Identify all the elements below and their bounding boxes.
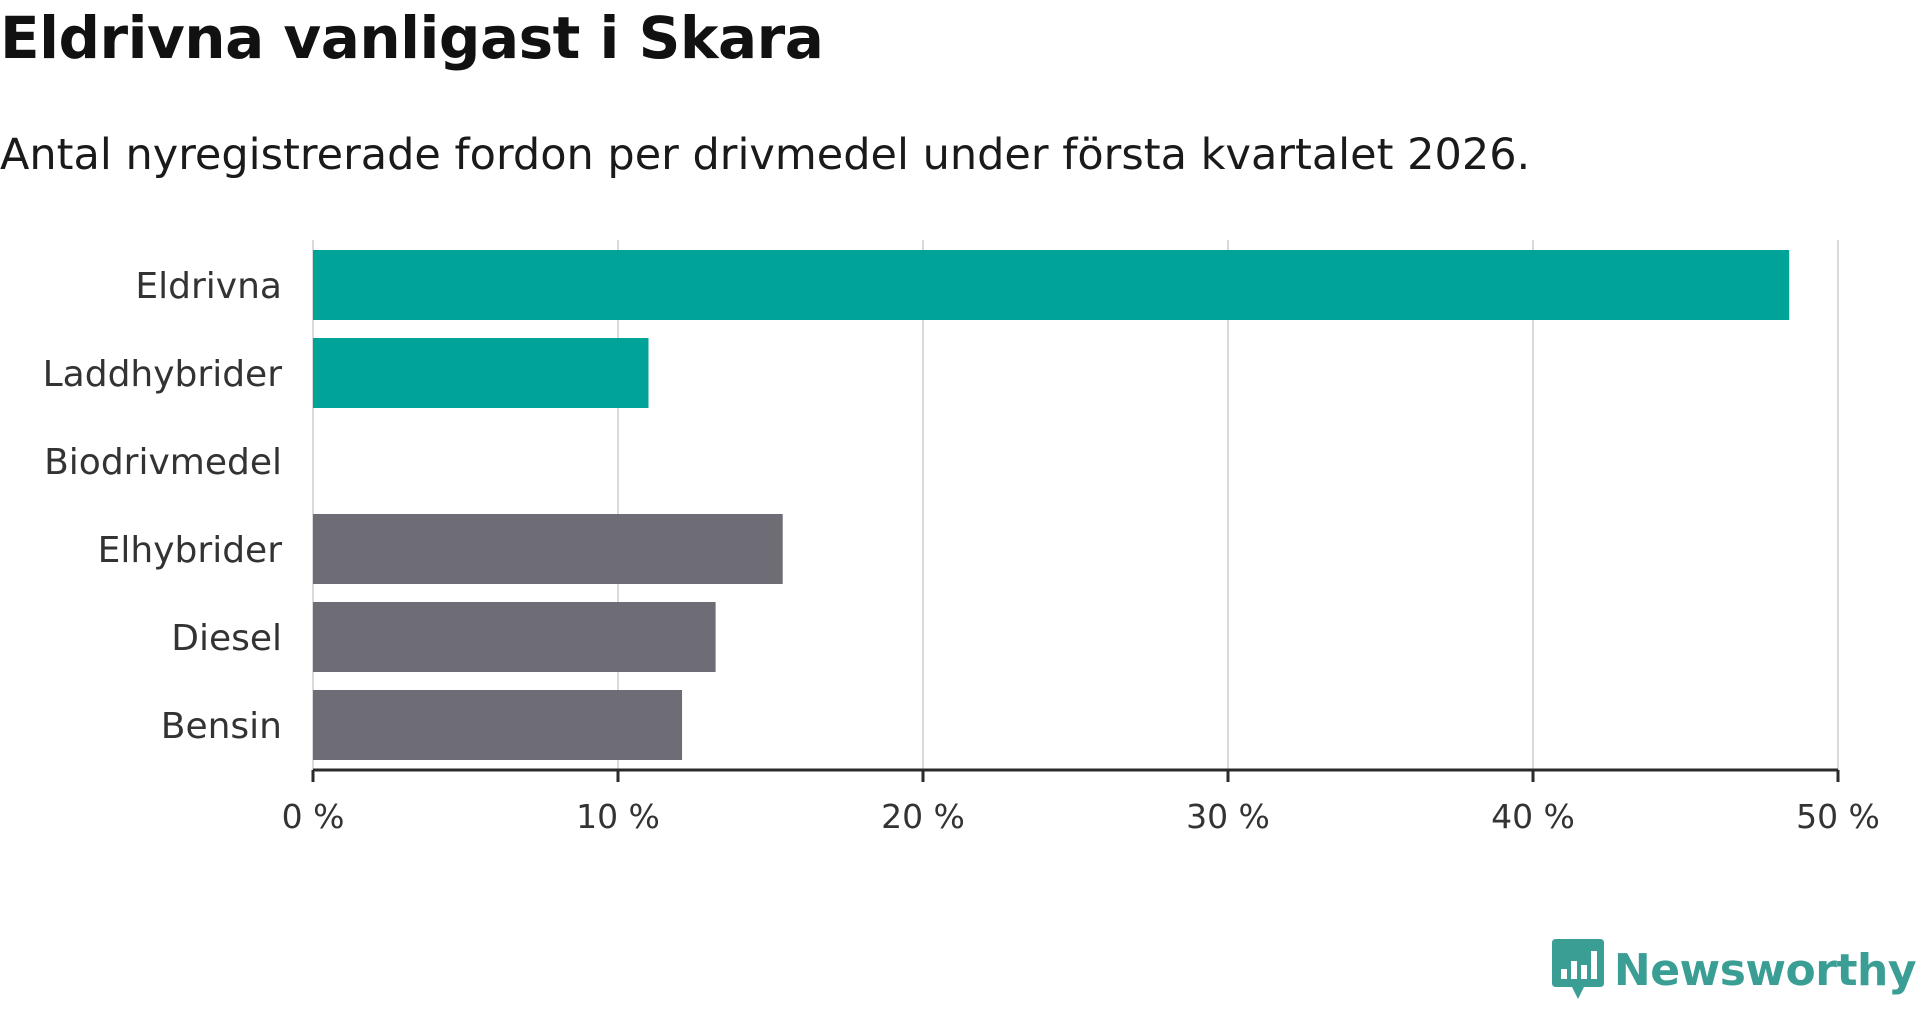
bar-laddhybrider <box>313 338 649 408</box>
category-label: Bensin <box>161 706 282 747</box>
category-label: Elhybrider <box>98 530 283 571</box>
newsworthy-logo-icon <box>1551 939 1604 999</box>
bar-eldrivna <box>313 250 1790 320</box>
x-axis: 0 % 10 % 20 % 30 % 40 % 50 % <box>282 768 1880 836</box>
newsworthy-logo: Newsworthy <box>1551 930 1917 1010</box>
bars <box>313 250 1790 760</box>
category-label: Diesel <box>171 618 282 659</box>
chart-title: Eldrivna vanligast i Skara <box>0 4 824 72</box>
x-tick-label: 0 % <box>282 797 345 836</box>
x-tick-label: 20 % <box>881 797 965 836</box>
bar-elhybrider <box>313 514 783 584</box>
category-label: Eldrivna <box>135 266 282 307</box>
x-tick-label: 40 % <box>1491 797 1575 836</box>
x-tick-label: 10 % <box>576 797 660 836</box>
category-label: Biodrivmedel <box>44 442 282 483</box>
x-tick-label: 30 % <box>1186 797 1270 836</box>
category-labels: Eldrivna Laddhybrider Biodrivmedel Elhybrid… <box>43 266 283 747</box>
newsworthy-logo-text: Newsworthy <box>1613 944 1917 996</box>
bar-diesel <box>313 602 716 672</box>
bar-bensin <box>313 690 683 760</box>
x-tick-label: 50 % <box>1796 797 1880 836</box>
chart-subtitle: Antal nyregistrerade fordon per drivmede… <box>0 130 1531 180</box>
category-label: Laddhybrider <box>43 354 283 395</box>
gridlines <box>312 240 1839 770</box>
